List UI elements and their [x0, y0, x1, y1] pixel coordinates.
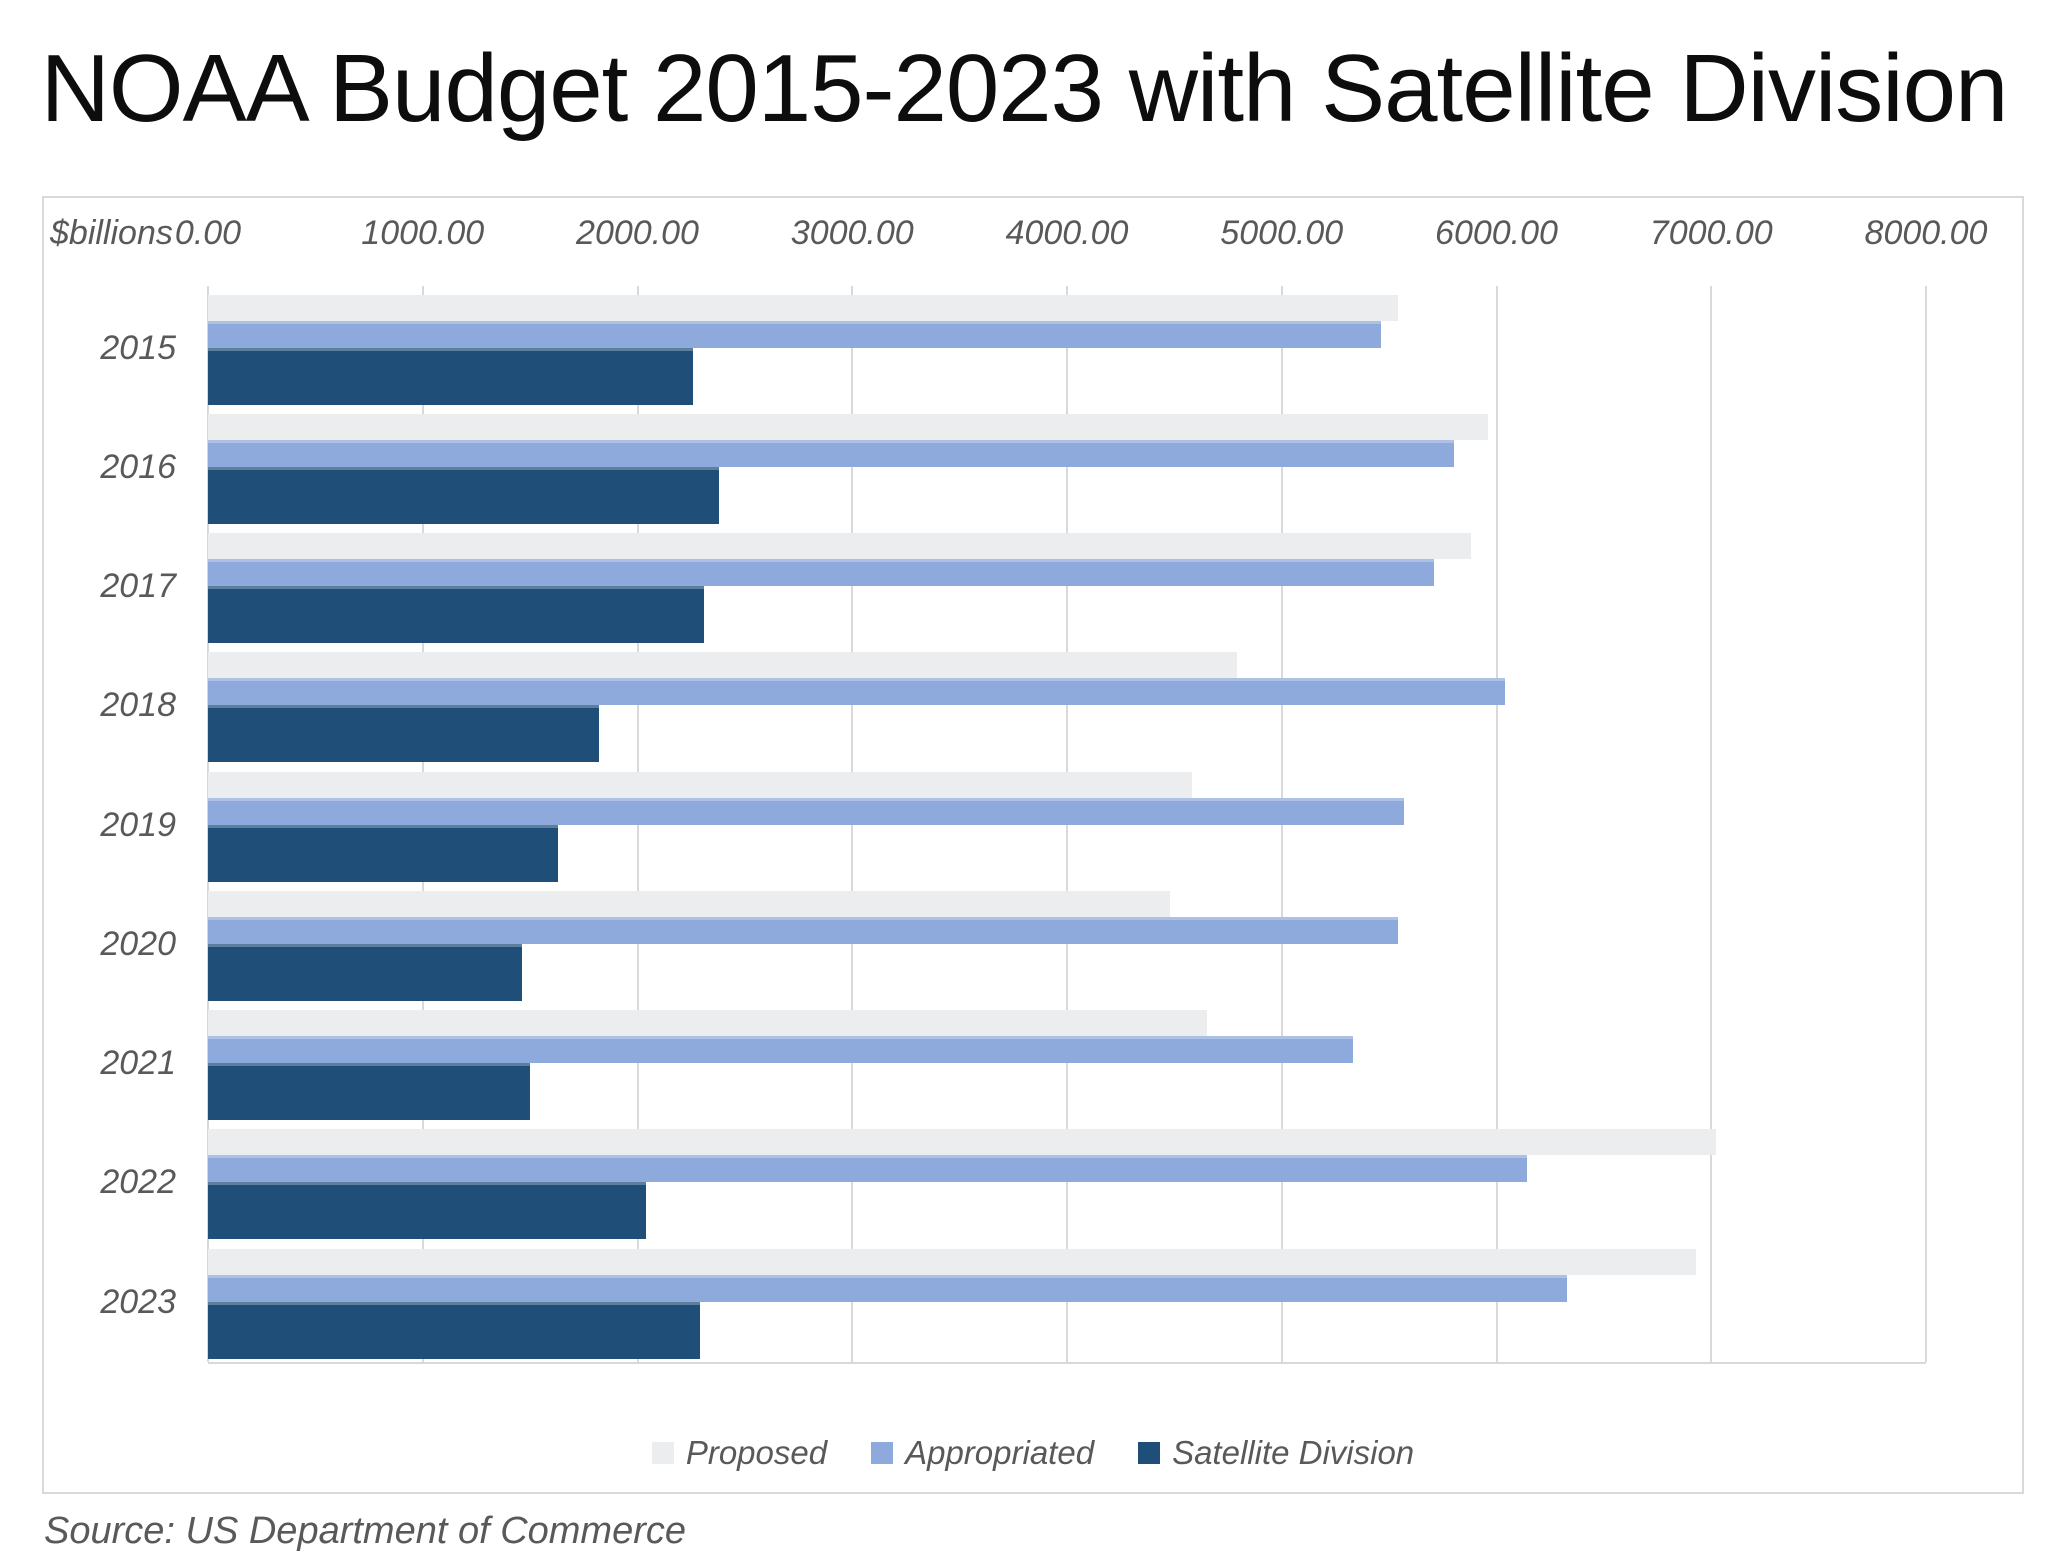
bar-appropriated-2020 [208, 916, 1398, 944]
bar-appropriated-2018 [208, 678, 1506, 706]
bar-satellite-division-2016 [208, 466, 720, 524]
x-tick-label: 4000.00 [1005, 214, 1129, 252]
bar-appropriated-2017 [208, 559, 1435, 586]
legend-swatch [871, 1442, 894, 1464]
chart-title: NOAA Budget 2015-2023 with Satellite Div… [40, 35, 2009, 142]
chart-area: $billions 0.00 1000.00 2000.00 3000.00 4000.… [42, 196, 2024, 1494]
bar-appropriated-2023 [208, 1274, 1568, 1302]
x-tick-label: 0.00 [174, 214, 242, 252]
y-axis-year-label: 2023 [100, 1282, 176, 1321]
bar-satellite-division-2018 [208, 705, 599, 763]
bar-proposed-2020 [208, 890, 1171, 917]
bar-satellite-division-2023 [208, 1301, 700, 1359]
bar-appropriated-2022 [208, 1155, 1527, 1183]
bar-proposed-2019 [208, 771, 1192, 798]
x-tick-label: 1000.00 [361, 214, 485, 252]
y-axis-year-label: 2022 [100, 1163, 176, 1202]
bar-appropriated-2019 [208, 797, 1405, 825]
bar-satellite-division-2021 [208, 1063, 531, 1120]
bar-appropriated-2015 [208, 320, 1381, 348]
legend-swatch [1138, 1442, 1161, 1464]
legend-item-satellite-division: Satellite Division [1138, 1434, 1414, 1472]
x-tick-label: 3000.00 [790, 214, 914, 252]
y-axis-year-label: 2017 [100, 567, 176, 605]
y-axis-year-label: 2020 [100, 924, 176, 963]
bar-satellite-division-2017 [208, 586, 705, 643]
bar-appropriated-2021 [208, 1036, 1353, 1063]
gridline [1710, 286, 1713, 1362]
y-axis-year-label: 2015 [100, 328, 176, 367]
x-tick-label: 2000.00 [576, 214, 699, 252]
legend-label: Proposed [685, 1434, 828, 1471]
gridline [1495, 286, 1498, 1362]
x-axis-line [208, 1362, 1926, 1364]
legend-label: Appropriated [905, 1434, 1095, 1471]
bar-satellite-division-2022 [208, 1182, 647, 1240]
legend: Proposed Appropriated Satellite Division [44, 1434, 2022, 1472]
bar-proposed-2023 [208, 1248, 1697, 1275]
y-axis-year-label: 2019 [100, 805, 176, 844]
bar-satellite-division-2015 [208, 347, 694, 405]
y-axis-year-label: 2016 [100, 447, 176, 486]
x-tick-label: 8000.00 [1864, 214, 1988, 252]
legend-label: Satellite Division [1172, 1434, 1415, 1471]
axis-unit-label: $billions [50, 214, 173, 252]
y-axis-year-label: 2021 [100, 1044, 176, 1082]
y-axis-year-label: 2018 [100, 686, 176, 725]
bar-satellite-division-2020 [208, 943, 522, 1001]
bar-proposed-2018 [208, 652, 1237, 679]
bar-appropriated-2016 [208, 439, 1454, 467]
gridline [1925, 286, 1927, 1362]
bar-proposed-2015 [208, 294, 1398, 321]
legend-swatch [651, 1442, 674, 1464]
x-tick-label: 6000.00 [1435, 214, 1558, 252]
legend-item-appropriated: Appropriated [871, 1434, 1094, 1472]
x-tick-label: 5000.00 [1220, 214, 1344, 252]
x-tick-label: 7000.00 [1649, 214, 1773, 252]
legend-item-proposed: Proposed [651, 1434, 828, 1472]
bar-proposed-2016 [208, 413, 1488, 440]
bar-proposed-2017 [208, 533, 1471, 559]
source-note: Source: US Department of Commerce [44, 1510, 687, 1552]
bar-proposed-2021 [208, 1010, 1207, 1036]
bar-proposed-2022 [208, 1129, 1716, 1156]
bar-satellite-division-2019 [208, 824, 559, 882]
